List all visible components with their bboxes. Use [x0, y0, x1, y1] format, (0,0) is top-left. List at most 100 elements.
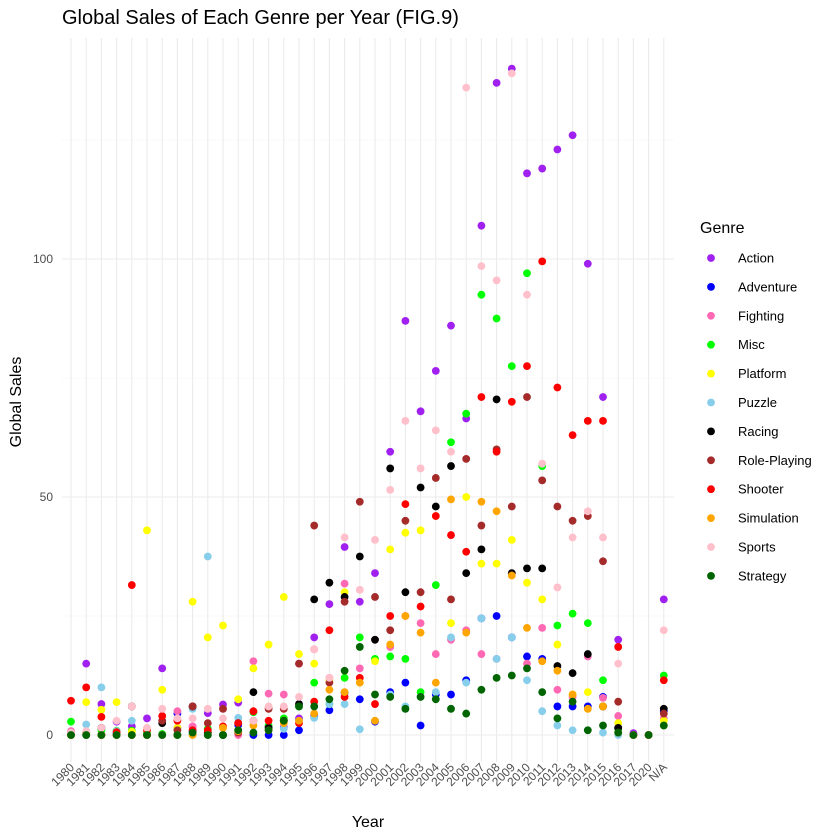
point-strategy [340, 666, 349, 675]
point-platform [477, 559, 486, 568]
point-strategy [386, 693, 395, 701]
point-racing [401, 588, 410, 597]
point-role-playing [614, 697, 623, 706]
point-adventure [416, 721, 425, 730]
point-sports [97, 723, 106, 732]
point-fighting [599, 693, 607, 702]
point-action [553, 145, 562, 154]
point-racing [447, 462, 455, 470]
point-puzzle [82, 720, 91, 729]
point-fighting [553, 685, 562, 694]
point-strategy [553, 714, 562, 723]
point-action [386, 447, 395, 456]
point-action [614, 635, 623, 644]
point-role-playing [386, 626, 395, 635]
point-action [416, 407, 425, 416]
point-role-playing [401, 516, 410, 525]
point-simulation [310, 709, 319, 718]
point-puzzle [462, 678, 471, 687]
point-platform [97, 705, 106, 714]
chart-title: Global Sales of Each Genre per Year (FIG… [62, 7, 459, 29]
point-fighting [431, 650, 440, 658]
point-role-playing [507, 502, 516, 511]
point-strategy [477, 685, 486, 694]
point-misc [553, 621, 562, 630]
point-sports [158, 704, 167, 713]
point-strategy [568, 697, 577, 706]
point-adventure [355, 695, 364, 704]
point-misc [340, 673, 349, 682]
point-role-playing [416, 588, 425, 597]
point-racing [462, 569, 471, 578]
point-sports [553, 583, 562, 592]
point-sports [401, 416, 410, 425]
point-action [310, 633, 319, 642]
point-strategy [82, 731, 91, 739]
point-adventure [447, 690, 455, 699]
data-points [67, 64, 668, 739]
point-puzzle [477, 614, 486, 623]
point-puzzle [568, 726, 577, 735]
point-platform [401, 528, 410, 537]
point-role-playing [355, 497, 364, 506]
point-sports [538, 459, 547, 468]
point-platform [219, 621, 227, 630]
point-puzzle [553, 721, 562, 730]
point-sports [447, 447, 455, 456]
point-fighting [264, 689, 273, 698]
point-sports [599, 533, 607, 542]
legend-key-misc [707, 340, 715, 349]
point-strategy [583, 726, 592, 735]
point-simulation [355, 678, 364, 687]
point-adventure [295, 726, 303, 735]
point-racing [538, 564, 547, 573]
point-strategy [279, 716, 288, 725]
point-shooter [659, 676, 668, 685]
point-shooter [462, 547, 471, 556]
point-sports [371, 535, 379, 544]
point-strategy [401, 704, 410, 713]
point-fighting [416, 619, 425, 628]
point-platform [507, 535, 516, 544]
point-fighting [538, 624, 547, 632]
point-simulation [523, 624, 531, 632]
point-shooter [447, 531, 455, 539]
point-role-playing [219, 704, 227, 713]
point-strategy [371, 690, 379, 699]
point-shooter [371, 700, 379, 708]
point-role-playing [431, 474, 440, 482]
legend-label-puzzle: Puzzle [738, 395, 777, 410]
point-role-playing [599, 557, 607, 566]
point-strategy [203, 731, 212, 739]
point-shooter [249, 707, 258, 716]
point-misc [355, 633, 364, 642]
point-action [477, 221, 486, 230]
point-sports [219, 714, 227, 723]
point-platform [295, 650, 303, 658]
legend-label-sports: Sports [738, 540, 776, 555]
point-racing [310, 595, 319, 604]
point-shooter [523, 362, 531, 370]
point-fighting [355, 664, 364, 673]
point-strategy [143, 731, 151, 739]
point-puzzle [523, 676, 531, 685]
point-shooter [553, 383, 562, 392]
legend-key-sports [707, 543, 715, 551]
point-misc [507, 362, 516, 370]
point-racing [492, 395, 501, 404]
point-action [583, 259, 592, 268]
point-shooter [158, 712, 167, 720]
legend-label-misc: Misc [738, 337, 765, 352]
legend-key-action [707, 254, 715, 262]
point-racing [416, 483, 425, 492]
point-role-playing [340, 597, 349, 606]
point-action [371, 569, 379, 578]
point-role-playing [310, 521, 319, 530]
point-misc [462, 409, 471, 418]
point-misc [492, 314, 501, 323]
point-action [355, 597, 364, 606]
point-misc [447, 438, 455, 447]
point-sports [477, 262, 486, 271]
point-simulation [553, 666, 562, 675]
point-sports [386, 485, 395, 494]
